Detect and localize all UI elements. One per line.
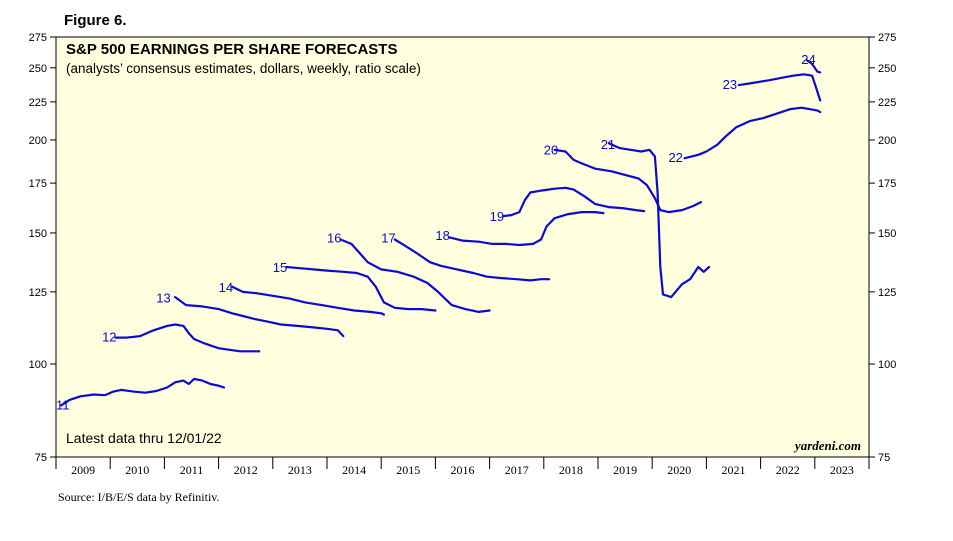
series-label-20: 20: [544, 143, 558, 158]
x-tick-label: 2014: [342, 463, 366, 477]
x-tick-label: 2017: [505, 463, 529, 477]
y-tick-label-right: 150: [878, 228, 896, 240]
y-tick-label-left: 75: [35, 452, 47, 464]
series-line-22: [683, 106, 822, 160]
y-tick-label-right: 225: [878, 97, 896, 109]
series-label-19: 19: [490, 209, 504, 224]
series-line-11: [60, 377, 226, 407]
y-tick-label-left: 125: [29, 287, 47, 299]
y-tick-label-right: 250: [878, 63, 896, 75]
series-line-17: [393, 238, 551, 282]
y-tick-label-right: 75: [878, 452, 890, 464]
series-line-13: [174, 296, 345, 338]
chart-subtitle: (analysts’ consensus estimates, dollars,…: [66, 61, 421, 76]
x-tick-label: 2021: [722, 463, 746, 477]
series-label-22: 22: [668, 150, 682, 165]
y-tick-label-right: 275: [878, 32, 896, 44]
source-note: Source: I/B/E/S data by Refinitiv.: [58, 490, 220, 504]
x-tick-label: 2009: [71, 463, 95, 477]
series-line-20: [553, 148, 703, 214]
series-label-24: 24: [801, 52, 815, 67]
x-tick-label: 2022: [776, 463, 800, 477]
chart-title: S&P 500 EARNINGS PER SHARE FORECASTS: [66, 41, 397, 58]
series-line-14: [231, 285, 385, 316]
x-tick-label: 2011: [180, 463, 204, 477]
series-label-23: 23: [723, 77, 737, 92]
series-line-16: [339, 238, 491, 313]
plot-area: [55, 36, 870, 458]
series-label-14: 14: [219, 280, 233, 295]
x-tick-label: 2012: [234, 463, 258, 477]
y-tick-label-left: 175: [29, 178, 47, 190]
series-line-23: [737, 73, 822, 102]
y-tick-label-right: 175: [878, 178, 896, 190]
series-label-16: 16: [327, 230, 341, 245]
series-line-15: [285, 265, 437, 312]
y-tick-label-left: 150: [29, 228, 47, 240]
x-tick-label: 2010: [125, 463, 149, 477]
y-tick-label-left: 225: [29, 97, 47, 109]
series-line-24: [805, 59, 822, 74]
y-tick-label-right: 125: [878, 287, 896, 299]
y-tick-label-right: 100: [878, 359, 896, 371]
x-tick-label: 2015: [396, 463, 420, 477]
brand-watermark: yardeni.com: [793, 438, 861, 453]
x-tick-label: 2018: [559, 463, 583, 477]
x-tick-label: 2013: [288, 463, 312, 477]
series-label-21: 21: [601, 137, 615, 152]
figure-label: Figure 6.: [64, 12, 127, 29]
series-label-17: 17: [381, 230, 395, 245]
x-tick-label: 2019: [613, 463, 637, 477]
y-tick-label-left: 100: [29, 359, 47, 371]
y-tick-label-left: 250: [29, 63, 47, 75]
series-label-15: 15: [273, 260, 287, 275]
series-label-13: 13: [156, 290, 170, 305]
y-tick-label-left: 275: [29, 32, 47, 44]
series-label-18: 18: [435, 228, 449, 243]
series-label-11: 11: [56, 397, 70, 412]
series-line-21: [607, 142, 711, 299]
series-line-19: [502, 186, 646, 218]
series-label-12: 12: [102, 330, 116, 345]
y-tick-label-left: 200: [29, 135, 47, 147]
series-line-18: [447, 211, 605, 247]
x-tick-label: 2023: [830, 463, 854, 477]
latest-data-note: Latest data thru 12/01/22: [66, 430, 222, 446]
x-tick-label: 2020: [667, 463, 691, 477]
y-tick-label-right: 200: [878, 135, 896, 147]
series-line-12: [114, 323, 261, 353]
x-tick-label: 2016: [451, 463, 475, 477]
